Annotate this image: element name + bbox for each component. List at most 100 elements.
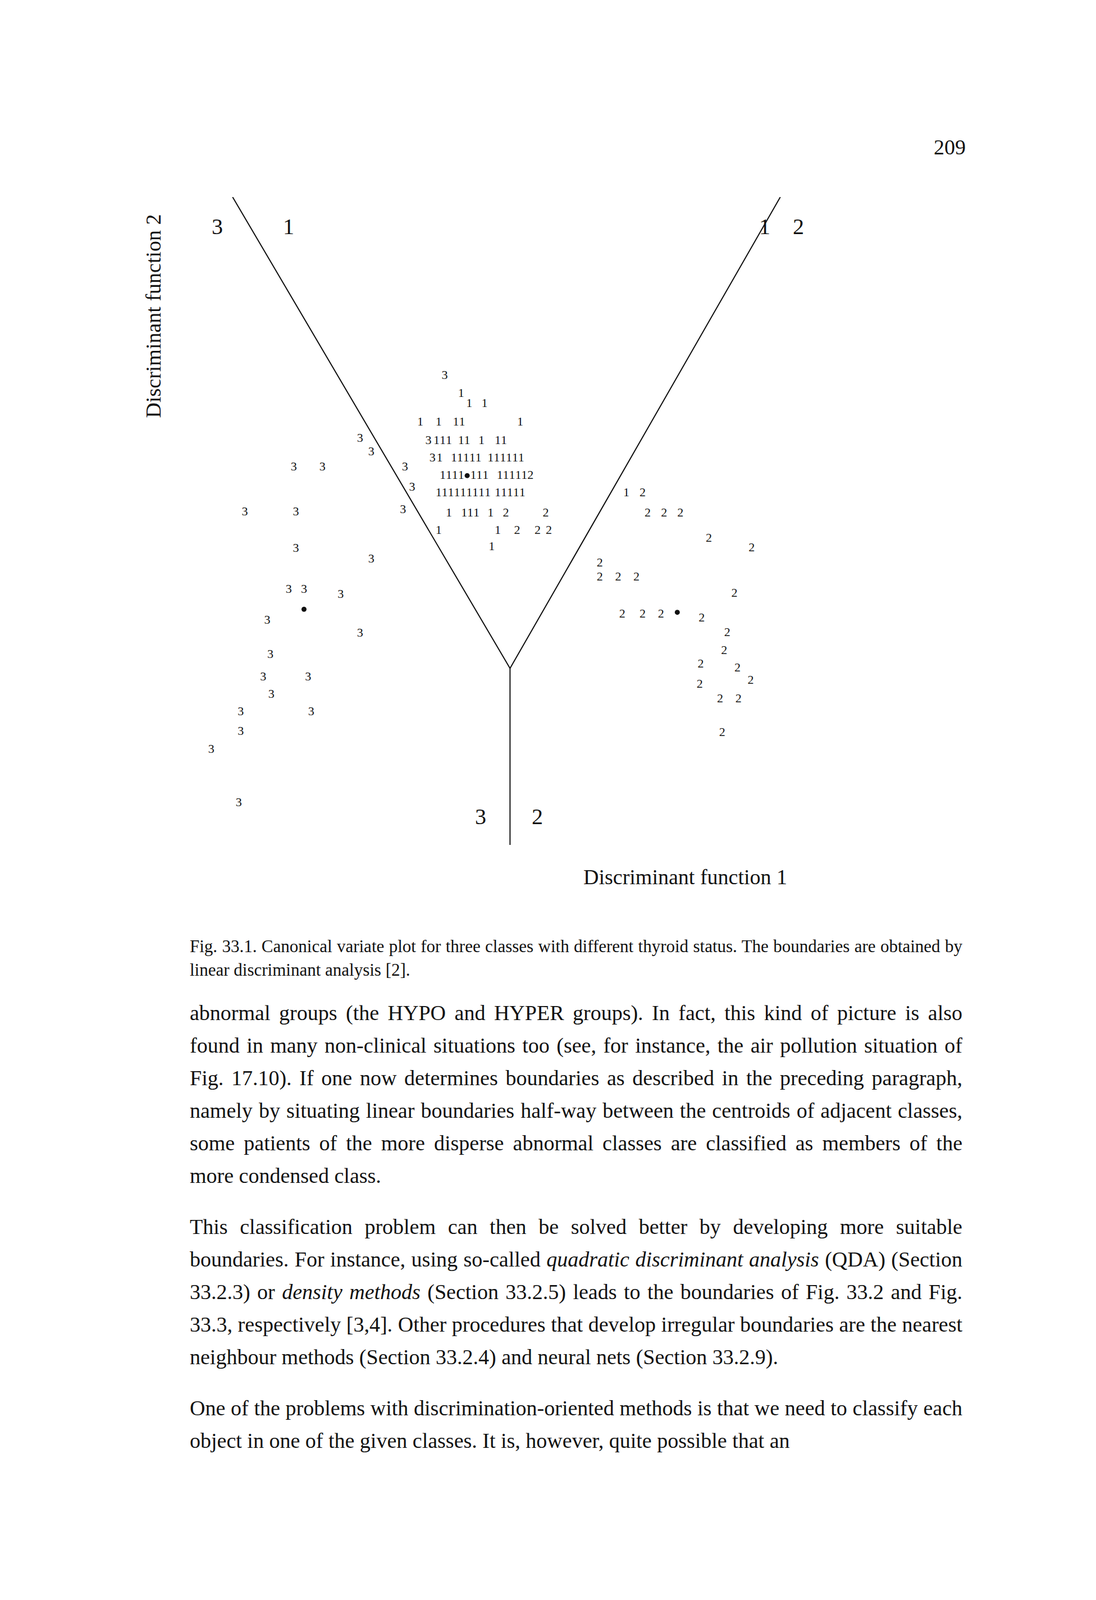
svg-text:1: 1 [487, 505, 494, 520]
svg-text:1: 1 [482, 467, 489, 482]
svg-text:2: 2 [596, 555, 604, 570]
svg-text:1: 1 [505, 450, 513, 465]
svg-text:3: 3 [241, 504, 249, 519]
svg-text:1: 1 [500, 485, 508, 500]
svg-text:1: 1 [487, 450, 494, 465]
svg-text:2: 2 [531, 804, 543, 830]
svg-text:1: 1 [499, 450, 506, 465]
svg-text:1: 1 [512, 450, 519, 465]
svg-text:1: 1 [473, 505, 480, 520]
svg-text:1: 1 [458, 467, 465, 482]
svg-text:1: 1 [445, 467, 452, 482]
svg-text:1: 1 [458, 414, 465, 429]
svg-text:2: 2 [734, 660, 741, 675]
svg-text:1: 1 [417, 414, 424, 429]
svg-text:1: 1 [435, 414, 442, 429]
svg-text:2: 2 [735, 691, 742, 706]
svg-text:2: 2 [614, 569, 621, 584]
svg-text:3: 3 [264, 612, 271, 627]
svg-text:1: 1 [441, 485, 449, 500]
svg-text:3: 3 [308, 704, 315, 719]
svg-text:3: 3 [300, 581, 308, 596]
svg-text:2: 2 [545, 522, 552, 537]
svg-text:1: 1 [478, 485, 485, 500]
svg-text:1: 1 [453, 414, 460, 429]
svg-text:2: 2 [639, 485, 646, 500]
svg-text:3: 3 [441, 367, 449, 382]
svg-text:1: 1 [494, 432, 501, 447]
svg-text:1: 1 [500, 432, 508, 447]
svg-text:1: 1 [435, 522, 442, 537]
svg-text:1: 1 [282, 213, 295, 240]
svg-text:1: 1 [464, 432, 471, 447]
svg-text:1: 1 [503, 467, 510, 482]
svg-text:1: 1 [445, 505, 452, 520]
svg-text:3: 3 [319, 459, 326, 474]
svg-text:3: 3 [292, 504, 299, 519]
svg-text:3: 3 [292, 540, 299, 555]
svg-text:1: 1 [466, 395, 473, 410]
svg-text:3: 3 [429, 450, 436, 465]
svg-text:1: 1 [459, 485, 467, 500]
svg-text:1: 1 [481, 395, 488, 410]
svg-text:3: 3 [268, 686, 275, 701]
svg-text:2: 2 [719, 724, 726, 739]
svg-text:1: 1 [494, 522, 501, 537]
svg-text:1: 1 [518, 450, 525, 465]
svg-text:1: 1 [623, 485, 630, 500]
svg-text:2: 2 [660, 505, 668, 520]
svg-text:2: 2 [677, 505, 684, 520]
svg-text:2: 2 [748, 540, 755, 555]
svg-text:1: 1 [458, 432, 465, 447]
svg-text:3: 3 [285, 581, 292, 596]
svg-text:2: 2 [527, 467, 534, 482]
svg-text:3: 3 [304, 669, 312, 684]
svg-text:1: 1 [453, 485, 460, 500]
svg-text:2: 2 [724, 624, 731, 639]
svg-text:2: 2 [792, 213, 805, 240]
svg-text:1: 1 [521, 467, 528, 482]
svg-text:1: 1 [517, 414, 524, 429]
svg-text:2: 2 [747, 672, 755, 687]
svg-text:1: 1 [509, 467, 516, 482]
svg-text:1: 1 [472, 485, 479, 500]
svg-text:1: 1 [439, 467, 446, 482]
svg-text:1: 1 [475, 450, 482, 465]
svg-text:3: 3 [235, 795, 242, 810]
svg-text:1: 1 [436, 450, 444, 465]
svg-text:2: 2 [717, 691, 724, 706]
svg-text:2: 2 [619, 606, 626, 621]
svg-text:3: 3 [368, 444, 375, 459]
svg-text:1: 1 [451, 467, 459, 482]
svg-text:3: 3 [475, 804, 487, 830]
svg-text:2: 2 [503, 505, 510, 520]
svg-text:3: 3 [290, 459, 298, 474]
svg-text:2: 2 [534, 522, 541, 537]
svg-text:3: 3 [402, 459, 409, 474]
svg-text:1: 1 [457, 450, 464, 465]
svg-text:3: 3 [211, 213, 223, 240]
svg-text:1: 1 [493, 450, 500, 465]
svg-text:2: 2 [696, 676, 703, 691]
svg-text:3: 3 [259, 669, 267, 684]
svg-text:1: 1 [463, 450, 470, 465]
svg-text:1: 1 [439, 432, 446, 447]
svg-text:1: 1 [759, 213, 771, 240]
svg-text:1: 1 [496, 467, 504, 482]
svg-text:3: 3 [237, 723, 244, 738]
svg-text:2: 2 [514, 522, 521, 537]
svg-text:2: 2 [633, 569, 640, 584]
svg-text:1: 1 [448, 485, 455, 500]
svg-text:1: 1 [513, 485, 520, 500]
svg-text:3: 3 [399, 501, 406, 516]
svg-text:1: 1 [507, 485, 514, 500]
svg-text:3: 3 [337, 586, 344, 601]
svg-text:2: 2 [644, 505, 651, 520]
svg-text:2: 2 [720, 642, 728, 657]
svg-text:2: 2 [639, 606, 646, 621]
svg-text:2: 2 [658, 606, 665, 621]
svg-text:1: 1 [519, 485, 526, 500]
svg-text:1: 1 [433, 432, 440, 447]
svg-text:1: 1 [476, 467, 483, 482]
svg-text:1: 1 [484, 485, 491, 500]
